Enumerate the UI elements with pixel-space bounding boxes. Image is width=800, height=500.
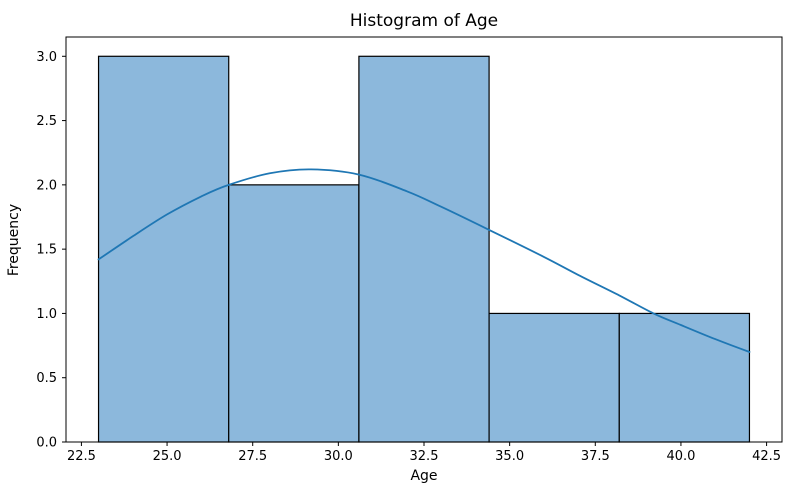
x-axis-tick-label: 30.0 — [324, 449, 353, 464]
histogram-bar — [618, 312, 751, 443]
x-axis-tick-label: 40.0 — [666, 449, 695, 464]
y-axis-tick-label: 0.0 — [36, 436, 57, 451]
x-axis-tick-label: 27.5 — [238, 449, 267, 464]
chart-title: Histogram of Age — [349, 11, 499, 31]
y-axis-tick-label: 2.0 — [36, 178, 57, 193]
histogram-bar — [97, 55, 230, 443]
y-axis-tick-label: 1.0 — [36, 307, 57, 322]
kde-curve — [97, 168, 751, 353]
x-axis-tick-label: 37.5 — [581, 449, 610, 464]
y-axis-tick-label: 3.0 — [36, 50, 57, 65]
x-axis-tick-label: 42.5 — [752, 449, 781, 464]
y-axis-tick-label: 0.5 — [36, 371, 57, 386]
x-axis-label: Age — [410, 468, 438, 484]
x-axis-tick-label: 25.0 — [153, 449, 182, 464]
y-axis-label: Frequency — [6, 203, 22, 277]
x-axis-tick-label: 22.5 — [67, 449, 96, 464]
histogram-bar — [488, 312, 620, 443]
histogram-bar — [228, 184, 360, 443]
y-axis-tick-label: 2.5 — [36, 114, 57, 129]
x-axis-tick-label: 32.5 — [410, 449, 439, 464]
x-axis-tick-label: 35.0 — [495, 449, 524, 464]
histogram-bar — [358, 55, 490, 443]
y-axis-tick-label: 1.5 — [36, 243, 57, 258]
